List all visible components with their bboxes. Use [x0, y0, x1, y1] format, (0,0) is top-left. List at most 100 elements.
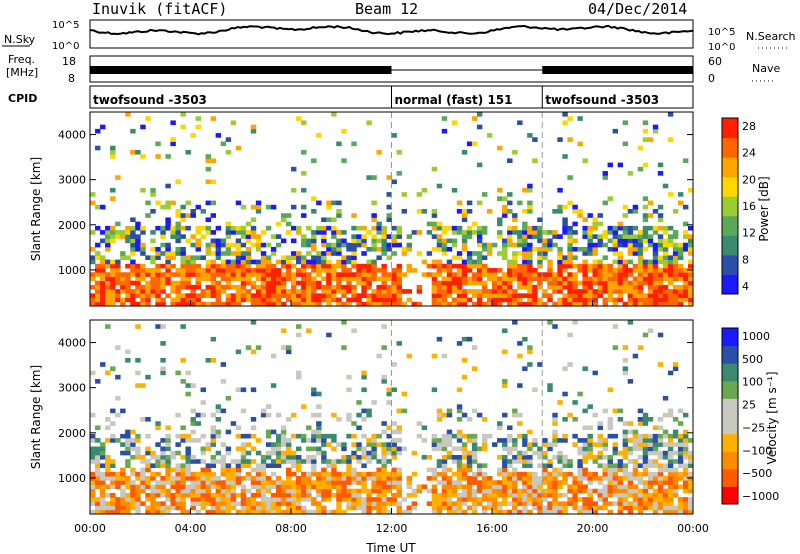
- velocity-cell: [240, 442, 247, 447]
- velocity-cell: [627, 488, 634, 494]
- power-cell: [567, 234, 573, 239]
- noise-left-label: N.Sky: [4, 33, 36, 46]
- velocity-cell: [371, 438, 377, 443]
- power-cell: [507, 259, 513, 265]
- velocity-cell: [220, 492, 227, 498]
- velocity-cell: [682, 438, 689, 443]
- velocity-cell: [175, 505, 181, 511]
- velocity-cell: [577, 391, 583, 397]
- power-cell: [170, 301, 176, 307]
- power-cell: [637, 259, 644, 265]
- power-cell: [280, 263, 287, 269]
- velocity-cell: [507, 438, 513, 443]
- power-cell: [336, 263, 342, 269]
- velocity-cell: [386, 509, 392, 515]
- power-cell: [336, 251, 342, 256]
- velocity-cell: [125, 433, 131, 439]
- velocity-cell: [502, 412, 508, 418]
- power-cell: [175, 179, 181, 185]
- power-cell: [361, 268, 367, 273]
- power-cell: [160, 242, 166, 248]
- power-cell: [547, 263, 553, 269]
- power-cell: [160, 251, 166, 256]
- velocity-cell: [165, 446, 171, 452]
- power-cell: [662, 251, 669, 256]
- velocity-cell: [411, 450, 418, 456]
- velocity-cell: [260, 408, 267, 414]
- velocity-cell: [436, 446, 443, 452]
- velocity-cell: [381, 442, 387, 447]
- power-cell: [587, 297, 593, 303]
- velocity-cell: [632, 488, 639, 494]
- power-cell: [667, 238, 674, 244]
- power-cell: [341, 238, 347, 244]
- velocity-cell: [597, 438, 603, 443]
- power-cell: [532, 297, 538, 303]
- power-cell: [100, 204, 106, 210]
- velocity-cell: [125, 429, 131, 435]
- power-cell: [195, 246, 201, 252]
- power-cell: [110, 284, 116, 290]
- power-cell: [265, 225, 272, 231]
- power-cell: [677, 251, 684, 256]
- power-cell: [562, 280, 568, 286]
- power-cell: [371, 225, 377, 231]
- velocity-cell: [522, 454, 528, 460]
- velocity-cell: [466, 463, 473, 469]
- power-cell: [180, 268, 186, 273]
- velocity-cell: [296, 332, 302, 338]
- velocity-cell: [446, 429, 453, 435]
- velocity-cell: [456, 484, 463, 490]
- power-cell: [110, 187, 116, 193]
- power-cell: [587, 280, 593, 286]
- velocity-cell: [466, 433, 473, 439]
- velocity-cell: [285, 480, 292, 485]
- power-cell: [215, 246, 222, 252]
- velocity-cell: [577, 488, 583, 494]
- velocity-cell: [396, 484, 402, 490]
- power-cell: [195, 225, 201, 231]
- velocity-cell: [396, 341, 402, 346]
- power-cell: [657, 289, 664, 294]
- velocity-cell: [657, 463, 664, 469]
- velocity-cell: [200, 459, 206, 464]
- velocity-cell: [441, 471, 448, 477]
- power-cell: [225, 297, 232, 303]
- power-colorbar-swatch: [722, 235, 738, 256]
- power-cell: [471, 289, 478, 294]
- power-cell: [512, 293, 518, 298]
- velocity-cell: [446, 480, 453, 485]
- power-cell: [291, 187, 297, 193]
- velocity-cell: [150, 471, 156, 477]
- power-cell: [396, 289, 402, 294]
- power-cell: [110, 272, 116, 277]
- power-cell: [507, 209, 513, 214]
- velocity-cell: [321, 459, 327, 464]
- velocity-cell: [642, 497, 649, 502]
- power-cell: [557, 268, 563, 273]
- velocity-cell: [647, 463, 654, 469]
- velocity-cell: [250, 425, 257, 431]
- velocity-cell: [280, 429, 287, 435]
- power-cell: [235, 272, 242, 277]
- velocity-cell: [205, 492, 211, 498]
- power-cell: [235, 268, 242, 273]
- velocity-cell: [421, 454, 428, 460]
- power-cell: [175, 246, 181, 252]
- velocity-cell: [351, 421, 357, 426]
- power-cell: [110, 230, 116, 235]
- velocity-cell: [421, 484, 428, 490]
- power-cell: [622, 213, 629, 218]
- velocity-cell: [466, 454, 473, 460]
- power-cell: [522, 272, 528, 277]
- power-cell: [90, 255, 96, 261]
- power-cell: [607, 268, 614, 273]
- velocity-cell: [205, 488, 211, 494]
- power-cell: [205, 272, 211, 277]
- power-cell: [331, 272, 337, 277]
- velocity-cell: [552, 442, 558, 447]
- velocity-cell: [607, 425, 614, 431]
- velocity-cell: [160, 463, 166, 469]
- velocity-cell: [311, 463, 317, 469]
- power-cell: [215, 225, 222, 231]
